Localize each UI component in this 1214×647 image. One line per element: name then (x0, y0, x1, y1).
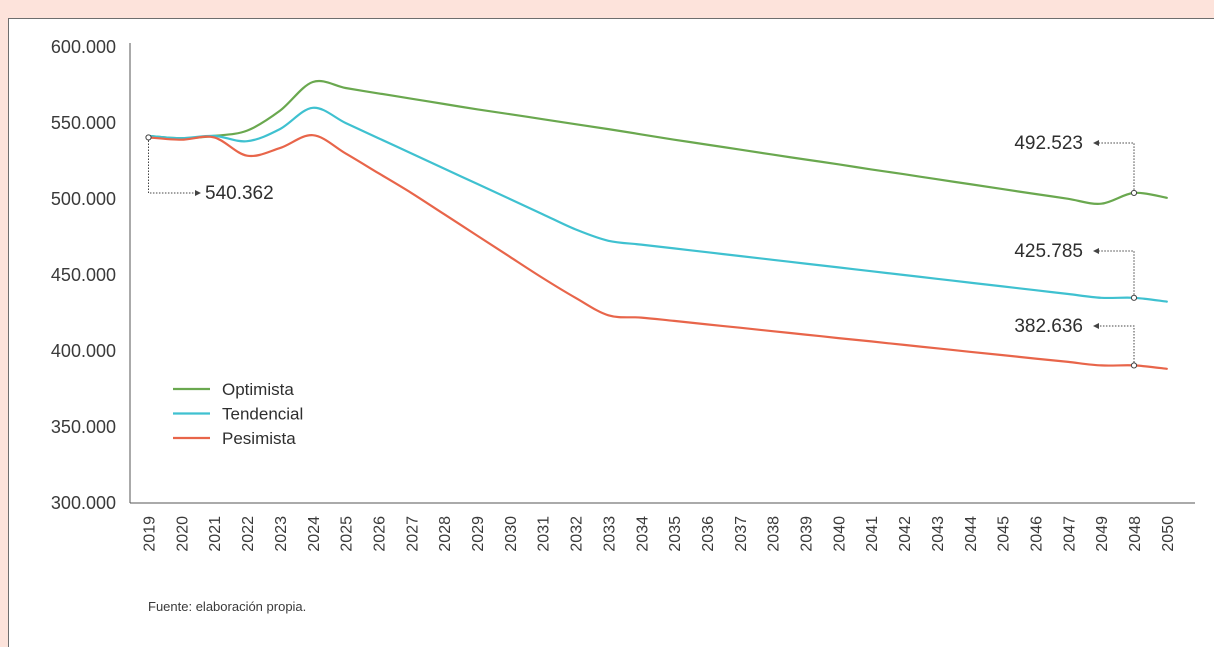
annotation: 492.523 (1014, 133, 1138, 197)
x-tick-label: 2048 (1127, 516, 1144, 552)
x-tick-label: 2032 (569, 516, 586, 552)
x-tick-label: 2042 (897, 516, 914, 552)
x-tick-label: 2026 (371, 516, 388, 552)
annotation: 382.636 (1014, 316, 1138, 369)
annotation-label: 425.785 (1014, 241, 1083, 262)
y-tick-label: 350.000 (51, 417, 116, 437)
arrowhead-icon (1093, 248, 1099, 254)
annotation-label: 492.523 (1014, 133, 1083, 154)
x-tick-label: 2050 (1160, 516, 1177, 552)
y-tick-label: 500.000 (51, 189, 116, 209)
annotation-marker (1130, 189, 1138, 197)
x-tick-label: 2023 (273, 516, 290, 552)
x-tick-label: 2024 (306, 516, 323, 552)
annotation-leader (148, 137, 195, 194)
x-tick-label: 2029 (470, 516, 487, 552)
x-tick-label: 2020 (174, 516, 191, 552)
x-tick-label: 2035 (667, 516, 684, 552)
axes (129, 43, 1195, 504)
x-tick-label: 2025 (339, 516, 356, 552)
legend-label: Pesimista (222, 429, 296, 448)
x-tick-label: 2027 (404, 516, 421, 552)
series-lines (147, 79, 1168, 370)
series-line-pesimista (147, 134, 1168, 370)
annotation: 425.785 (1014, 241, 1138, 301)
x-tick-label: 2037 (733, 516, 750, 552)
x-tick-label: 2049 (1094, 516, 1111, 552)
axis-ticks: 300.000 350.000 400.000 450.000 500.000 550.0… (51, 37, 1177, 552)
x-tick-label: 2040 (831, 516, 848, 552)
y-tick-label: 600.000 (51, 37, 116, 57)
annotation-label: 382.636 (1014, 316, 1083, 337)
legend-label: Tendencial (222, 405, 303, 424)
x-tick-label: 2022 (240, 516, 257, 552)
annotation-leader (1099, 250, 1135, 298)
arrowhead-icon (195, 190, 201, 196)
legend: Optimista Tendencial Pesimista (173, 380, 303, 448)
annotation-label: 540.362 (205, 183, 274, 204)
x-tick-label: 2046 (1028, 516, 1045, 552)
y-tick-label: 450.000 (51, 265, 116, 285)
annotation-leader (1099, 142, 1135, 193)
arrowhead-icon (1093, 140, 1099, 146)
annotation-marker (1130, 294, 1138, 301)
x-tick-label: 2034 (634, 516, 651, 552)
x-tick-label: 2028 (437, 516, 454, 552)
chart-panel (8, 18, 1214, 647)
annotations: 540.362 492.523 425.785 382.636 (145, 133, 1138, 369)
x-tick-label: 2039 (799, 516, 816, 552)
series-line-tendencial (147, 106, 1168, 303)
x-tick-label: 2043 (930, 516, 947, 552)
annotation: 540.362 (145, 134, 274, 204)
x-tick-label: 2036 (700, 516, 717, 552)
x-tick-label: 2030 (503, 516, 520, 552)
x-tick-label: 2038 (766, 516, 783, 552)
x-tick-label: 2021 (207, 516, 224, 552)
legend-label: Optimista (222, 380, 294, 399)
x-tick-label: 2031 (536, 516, 553, 552)
series-line-optimista (147, 79, 1168, 205)
y-tick-label: 550.000 (51, 113, 116, 133)
x-tick-label: 2047 (1061, 516, 1078, 552)
x-tick-label: 2041 (864, 516, 881, 552)
annotation-marker (1130, 362, 1138, 369)
y-tick-label: 300.000 (51, 493, 116, 513)
x-tick-label: 2033 (601, 516, 618, 552)
x-tick-label: 2019 (142, 516, 159, 552)
x-tick-label: 2044 (963, 516, 980, 552)
source-note: Fuente: elaboración propia. (148, 599, 307, 614)
annotation-leader (1099, 325, 1135, 366)
x-tick-label: 2045 (996, 516, 1013, 552)
y-tick-label: 400.000 (51, 341, 116, 361)
annotation-marker (145, 134, 152, 141)
arrowhead-icon (1093, 323, 1099, 329)
